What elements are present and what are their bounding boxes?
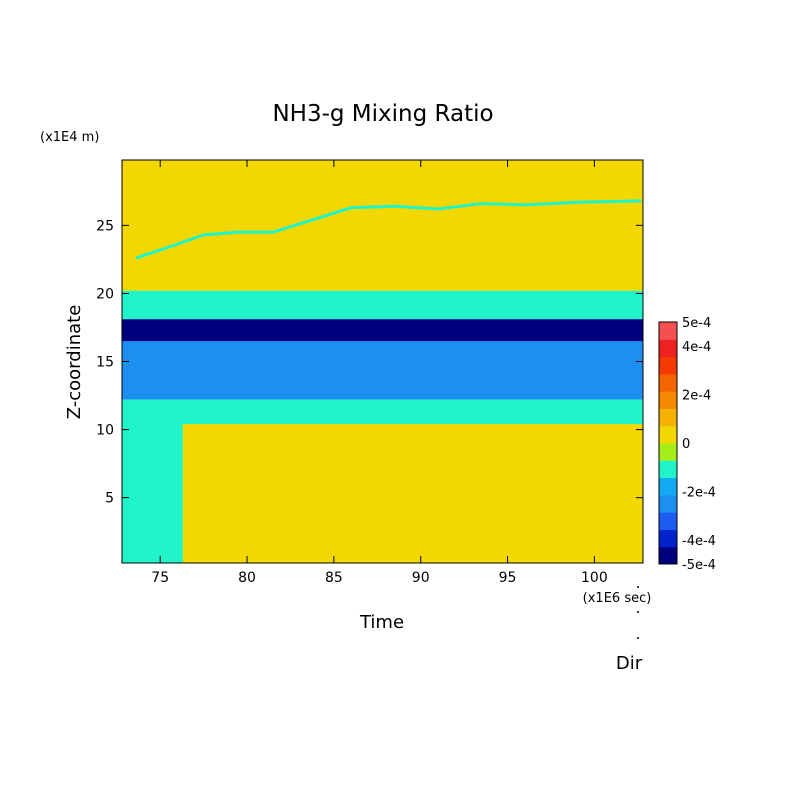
region-upper-layer <box>122 290 643 320</box>
y-tick-label: 25 <box>96 218 114 234</box>
colorbar-segment <box>659 373 677 392</box>
trace-line <box>135 199 642 260</box>
region-upper-zero <box>122 160 643 291</box>
y-tick-label: 5 <box>105 491 114 507</box>
x-unit-label: (x1E6 sec) <box>583 591 652 606</box>
colorbar-segment <box>659 391 677 409</box>
colorbar-segment <box>659 477 677 496</box>
region-lower-zero <box>182 424 643 563</box>
y-axis: 5 10 15 20 25 <box>96 218 643 507</box>
colorbar-tick-label: 5e-4 <box>682 316 711 331</box>
colorbar-segment <box>659 408 677 427</box>
y-tick-label: 10 <box>96 423 114 439</box>
region-deep-core <box>122 319 643 342</box>
footer-label: Dir <box>616 653 643 674</box>
colorbar-segment <box>659 322 677 340</box>
chart-title: NH3-g Mixing Ratio <box>272 101 493 127</box>
colorbar-segment <box>659 356 677 375</box>
colorbar-tick-label: -2e-4 <box>682 485 716 500</box>
colorbar-segment <box>659 494 677 513</box>
footer-markers <box>637 586 639 639</box>
y-tick-label: 15 <box>96 355 114 371</box>
colorbar-segment <box>659 425 677 444</box>
colorbar-tick-label: 2e-4 <box>682 389 711 404</box>
x-axis-label: Time <box>359 612 404 633</box>
colorbar-tick-label: 0 <box>682 437 690 452</box>
footer-dot-3 <box>637 637 639 639</box>
colorbar-segment <box>659 443 677 461</box>
colorbar-tick-label: 4e-4 <box>682 340 711 355</box>
colorbar-segment <box>659 546 677 565</box>
colorbar-tick-label: -4e-4 <box>682 534 716 549</box>
x-tick-label: 80 <box>238 570 256 586</box>
y-unit-label: (x1E4 m) <box>40 130 99 145</box>
x-tick-label: 75 <box>151 570 169 586</box>
x-tick-label: 100 <box>581 570 608 586</box>
trace-line-layer <box>135 199 642 260</box>
y-tick-label: 20 <box>96 286 114 302</box>
x-axis: 75 80 85 90 95 100 <box>151 160 608 586</box>
colorbar-tick-label: -5e-4 <box>682 558 716 573</box>
colorbar-segment <box>659 460 677 479</box>
y-axis-label: Z-coordinate <box>64 305 85 420</box>
colorbar-segment <box>659 339 677 358</box>
x-tick-label: 85 <box>325 570 343 586</box>
x-tick-label: 95 <box>499 570 517 586</box>
colorbar-segment <box>659 529 677 548</box>
colorbar-segment <box>659 512 677 530</box>
colorbar-frame <box>658 321 678 565</box>
heatmap-field <box>122 160 643 563</box>
footer-dot-2 <box>637 611 639 613</box>
footer-dot-1 <box>637 586 639 588</box>
x-tick-label: 90 <box>412 570 430 586</box>
colorbar: -5e-4 -4e-4 -2e-4 0 2e-4 4e-4 5e-4 <box>658 316 716 573</box>
